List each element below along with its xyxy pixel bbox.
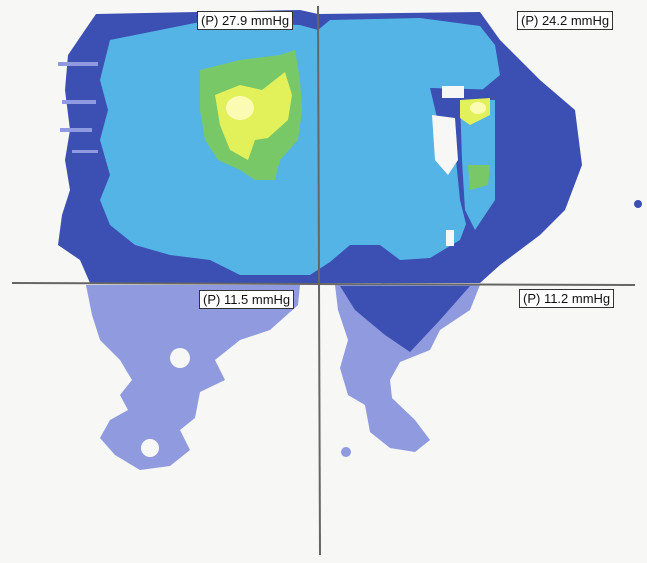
- crosshair: [11, 5, 636, 556]
- label-bottom-right: (P) 11.2 mmHg: [519, 289, 615, 308]
- label-bottom-left: (P) 11.5 mmHg: [199, 290, 295, 309]
- label-top-left: (P) 27.9 mmHg: [197, 11, 294, 30]
- low-pressure-region-bottom-right: [335, 285, 480, 457]
- label-top-right: (P) 24.2 mmHg: [517, 11, 614, 30]
- edge-streaks: [58, 62, 642, 208]
- no-contact-areas: [432, 86, 464, 246]
- low-pressure-region-bottom-left: [86, 285, 300, 470]
- pressure-peak-contour: [215, 72, 490, 160]
